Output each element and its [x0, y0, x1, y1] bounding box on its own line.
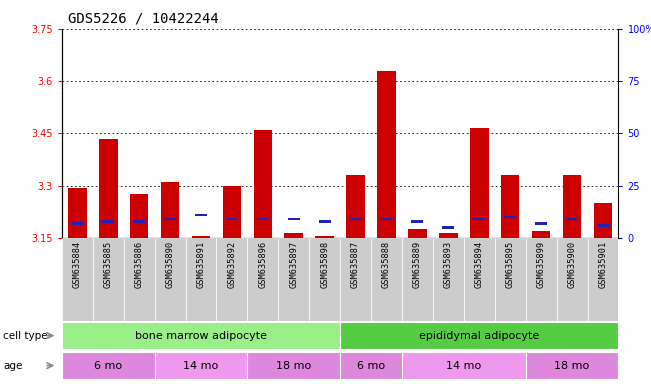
- Bar: [408, 229, 426, 238]
- FancyBboxPatch shape: [557, 238, 587, 321]
- Bar: [226, 218, 238, 220]
- Text: 14 mo: 14 mo: [184, 361, 219, 371]
- Text: GSM635890: GSM635890: [165, 240, 174, 288]
- FancyBboxPatch shape: [216, 238, 247, 321]
- Text: GSM635897: GSM635897: [289, 240, 298, 288]
- Bar: [318, 220, 331, 223]
- FancyBboxPatch shape: [340, 238, 371, 321]
- Bar: [380, 218, 393, 220]
- FancyBboxPatch shape: [62, 238, 92, 321]
- Bar: [594, 203, 612, 238]
- Text: cell type: cell type: [3, 331, 48, 341]
- Text: GSM635900: GSM635900: [568, 240, 577, 288]
- Text: GSM635892: GSM635892: [227, 240, 236, 288]
- Bar: [253, 130, 272, 238]
- Bar: [442, 227, 454, 229]
- Text: GSM635888: GSM635888: [382, 240, 391, 288]
- Text: GSM635889: GSM635889: [413, 240, 422, 288]
- Text: age: age: [3, 361, 23, 371]
- Bar: [532, 231, 550, 238]
- FancyBboxPatch shape: [278, 238, 309, 321]
- Bar: [377, 71, 396, 238]
- Bar: [597, 224, 609, 227]
- Bar: [102, 220, 115, 223]
- Bar: [133, 220, 145, 223]
- Bar: [350, 218, 362, 220]
- Bar: [315, 236, 334, 238]
- Text: GSM635885: GSM635885: [104, 240, 113, 288]
- Text: GSM635887: GSM635887: [351, 240, 360, 288]
- Text: GDS5226 / 10422244: GDS5226 / 10422244: [68, 12, 219, 25]
- Bar: [504, 216, 516, 218]
- Text: 14 mo: 14 mo: [446, 361, 482, 371]
- FancyBboxPatch shape: [464, 238, 495, 321]
- Bar: [130, 194, 148, 238]
- Bar: [562, 175, 581, 238]
- Text: GSM635893: GSM635893: [444, 240, 453, 288]
- Text: GSM635886: GSM635886: [135, 240, 144, 288]
- FancyBboxPatch shape: [525, 238, 557, 321]
- Bar: [284, 233, 303, 238]
- Text: GSM635894: GSM635894: [475, 240, 484, 288]
- Bar: [195, 214, 207, 216]
- Bar: [161, 182, 179, 238]
- Bar: [256, 218, 269, 220]
- Text: GSM635895: GSM635895: [506, 240, 515, 288]
- Text: bone marrow adipocyte: bone marrow adipocyte: [135, 331, 267, 341]
- Bar: [439, 233, 458, 238]
- FancyBboxPatch shape: [124, 238, 154, 321]
- Bar: [288, 218, 300, 220]
- FancyBboxPatch shape: [371, 238, 402, 321]
- Bar: [535, 222, 547, 225]
- Bar: [164, 218, 176, 220]
- FancyBboxPatch shape: [154, 238, 186, 321]
- FancyBboxPatch shape: [433, 238, 464, 321]
- FancyBboxPatch shape: [587, 238, 618, 321]
- Text: 6 mo: 6 mo: [94, 361, 122, 371]
- Bar: [223, 186, 241, 238]
- Text: GSM635901: GSM635901: [598, 240, 607, 288]
- Text: 18 mo: 18 mo: [555, 361, 590, 371]
- Text: GSM635896: GSM635896: [258, 240, 268, 288]
- Text: GSM635884: GSM635884: [73, 240, 82, 288]
- FancyBboxPatch shape: [402, 238, 433, 321]
- Bar: [191, 236, 210, 238]
- Bar: [566, 218, 578, 220]
- Bar: [68, 187, 87, 238]
- FancyBboxPatch shape: [92, 238, 124, 321]
- Bar: [99, 139, 117, 238]
- Bar: [71, 222, 83, 225]
- FancyBboxPatch shape: [186, 238, 216, 321]
- FancyBboxPatch shape: [247, 238, 278, 321]
- Bar: [473, 218, 486, 220]
- Bar: [411, 220, 424, 223]
- Text: 18 mo: 18 mo: [276, 361, 311, 371]
- FancyBboxPatch shape: [309, 238, 340, 321]
- Text: GSM635898: GSM635898: [320, 240, 329, 288]
- Text: GSM635899: GSM635899: [536, 240, 546, 288]
- Bar: [346, 175, 365, 238]
- Text: GSM635891: GSM635891: [197, 240, 206, 288]
- Bar: [501, 175, 519, 238]
- Text: 6 mo: 6 mo: [357, 361, 385, 371]
- Text: epididymal adipocyte: epididymal adipocyte: [419, 331, 540, 341]
- FancyBboxPatch shape: [495, 238, 525, 321]
- Bar: [470, 128, 488, 238]
